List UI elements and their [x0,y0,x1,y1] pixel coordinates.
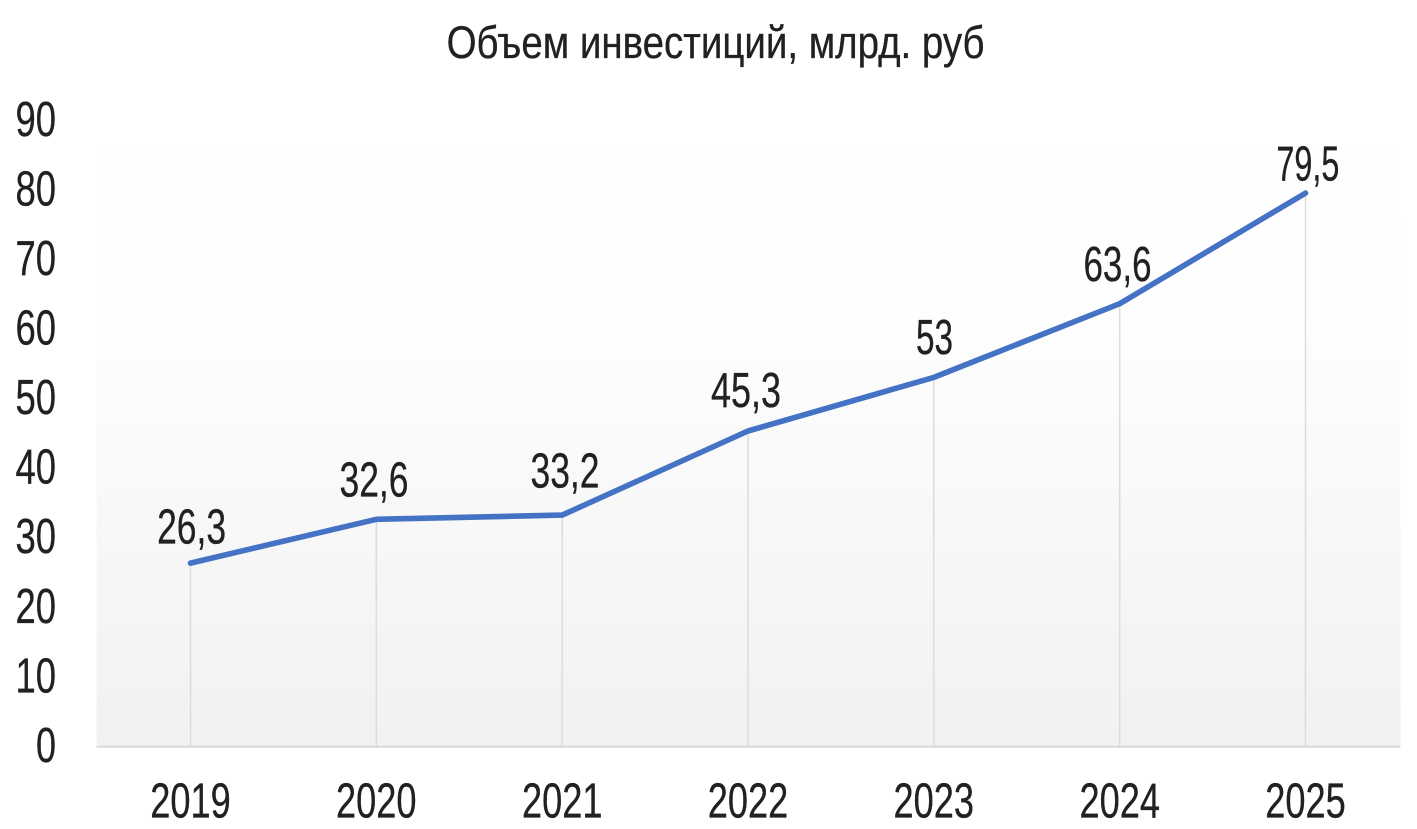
svg-text:50: 50 [16,371,57,425]
svg-text:33,2: 33,2 [531,445,600,499]
svg-text:20: 20 [16,580,57,634]
svg-text:70: 70 [16,232,57,286]
svg-text:10: 10 [16,649,57,703]
svg-text:26,3: 26,3 [157,500,226,554]
svg-text:2019: 2019 [150,775,231,829]
svg-text:0: 0 [36,719,56,773]
svg-text:45,3: 45,3 [711,364,781,418]
svg-text:30: 30 [16,510,57,564]
svg-text:79,5: 79,5 [1276,138,1339,192]
svg-text:32,6: 32,6 [340,454,409,508]
svg-text:2023: 2023 [894,775,975,829]
svg-text:53: 53 [916,311,953,365]
svg-text:2021: 2021 [522,775,603,829]
svg-text:2024: 2024 [1079,775,1160,829]
svg-text:Объем инвестиций, млрд. руб: Объем инвестиций, млрд. руб [447,17,985,68]
svg-text:90: 90 [16,93,57,147]
svg-text:40: 40 [16,441,57,495]
svg-text:80: 80 [16,163,57,217]
svg-text:2022: 2022 [708,775,789,829]
svg-text:2025: 2025 [1265,775,1346,829]
svg-text:60: 60 [16,302,57,356]
svg-text:63,6: 63,6 [1084,238,1152,292]
svg-text:2020: 2020 [336,775,417,829]
